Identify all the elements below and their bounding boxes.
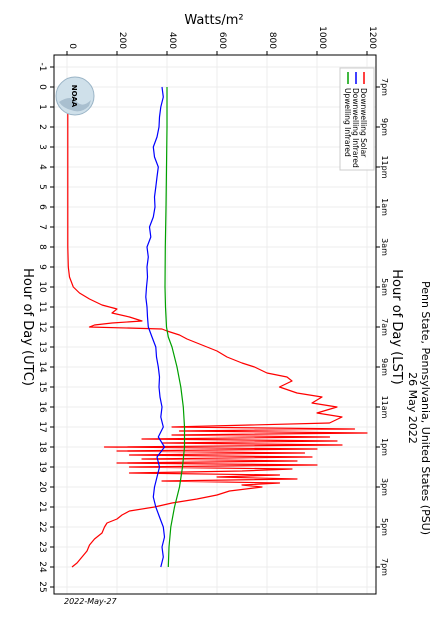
- chart-title-line1: Penn State, Pennsylvania, United States …: [419, 281, 432, 535]
- legend-label: Upwelling Infrared: [343, 88, 352, 157]
- tick-label-utc: 10: [37, 281, 47, 293]
- tick-label-lst: 11pm: [380, 155, 389, 178]
- tick-label-lst: 1pm: [380, 438, 389, 456]
- tick-label-utc: 8: [37, 244, 47, 250]
- series-line: [164, 87, 186, 568]
- tick-label-utc: 2: [37, 124, 47, 130]
- tick-label-lst: 3am: [380, 238, 389, 256]
- tick-label-utc: 9: [37, 264, 47, 270]
- tick-label-utc: 13: [37, 341, 47, 352]
- tick-label-utc: 4: [37, 164, 47, 170]
- tick-label-lst: 11am: [380, 396, 389, 419]
- tick-label-lst: 7am: [380, 318, 389, 336]
- tick-label-lst: 9pm: [380, 118, 389, 136]
- tick-label-utc: 7: [37, 224, 47, 230]
- x-axis-label-bottom: Hour of Day (UTC): [20, 268, 35, 386]
- tick-label-watts: 400: [167, 32, 177, 49]
- grid: [54, 55, 376, 594]
- tick-label-utc: 18: [37, 441, 47, 453]
- tick-label-lst: 1am: [380, 198, 389, 216]
- tick-label-watts: 1000: [317, 26, 327, 49]
- tick-label-watts: 0: [67, 43, 77, 49]
- tick-label-utc: 5: [37, 184, 47, 190]
- legend-box: [339, 67, 375, 171]
- tick-label-utc: 6: [37, 204, 47, 210]
- tick-label-lst: 9am: [380, 358, 389, 376]
- tick-label-utc: 3: [37, 144, 47, 150]
- tick-label-utc: 11: [37, 301, 47, 312]
- tick-label-utc: 17: [37, 421, 47, 432]
- legend-label: Downwelling Solar: [359, 88, 368, 158]
- series-line: [67, 86, 368, 568]
- tick-label-utc: 19: [37, 461, 47, 473]
- tick-label-utc: 22: [37, 521, 47, 532]
- noaa-logo-text: NOAA: [70, 85, 78, 108]
- tick-label-utc: 1: [37, 104, 47, 110]
- tick-label-lst: 7pm: [380, 78, 389, 96]
- tick-label-utc: 16: [37, 401, 47, 413]
- date-stamp: 2022-May-27: [64, 597, 117, 606]
- tick-label-utc: 15: [37, 381, 47, 392]
- tick-label-lst: 5am: [380, 278, 389, 296]
- chart-title: Penn State, Pennsylvania, United States …: [406, 281, 432, 535]
- tick-label-utc: 23: [37, 541, 47, 552]
- tick-label-watts: 600: [217, 32, 227, 49]
- tick-label-lst: 7pm: [380, 558, 389, 576]
- chart-title-line2: 26 May 2022: [406, 372, 419, 444]
- ticks: 0 200 400 600 800 1000 1200-101234567891011121…: [37, 26, 389, 593]
- tick-label-utc: 21: [37, 501, 47, 512]
- tick-label-watts: 200: [117, 32, 127, 49]
- series-layer: [67, 86, 368, 568]
- tick-label-utc: 25: [37, 581, 47, 592]
- tick-label-watts: 800: [267, 32, 277, 49]
- x-axis-label-top: Hour of Day (LST): [389, 269, 404, 385]
- tick-label-utc: 12: [37, 321, 47, 332]
- noaa-logo: NOAA: [55, 76, 95, 116]
- y-axis-label: Watts/m²: [184, 13, 243, 28]
- tick-label-watts: 1200: [367, 26, 377, 49]
- tick-label-lst: 5pm: [380, 518, 389, 536]
- tick-label-utc: 0: [37, 84, 47, 90]
- legend-label: Downwelling Infrared: [351, 88, 360, 168]
- tick-label-lst: 3pm: [380, 478, 389, 496]
- tick-label-utc: -1: [37, 63, 47, 72]
- series-line: [145, 86, 166, 568]
- plot-frame: [53, 54, 377, 595]
- tick-label-utc: 20: [37, 481, 47, 493]
- tick-label-utc: 24: [37, 561, 47, 573]
- tick-label-utc: 14: [37, 361, 47, 373]
